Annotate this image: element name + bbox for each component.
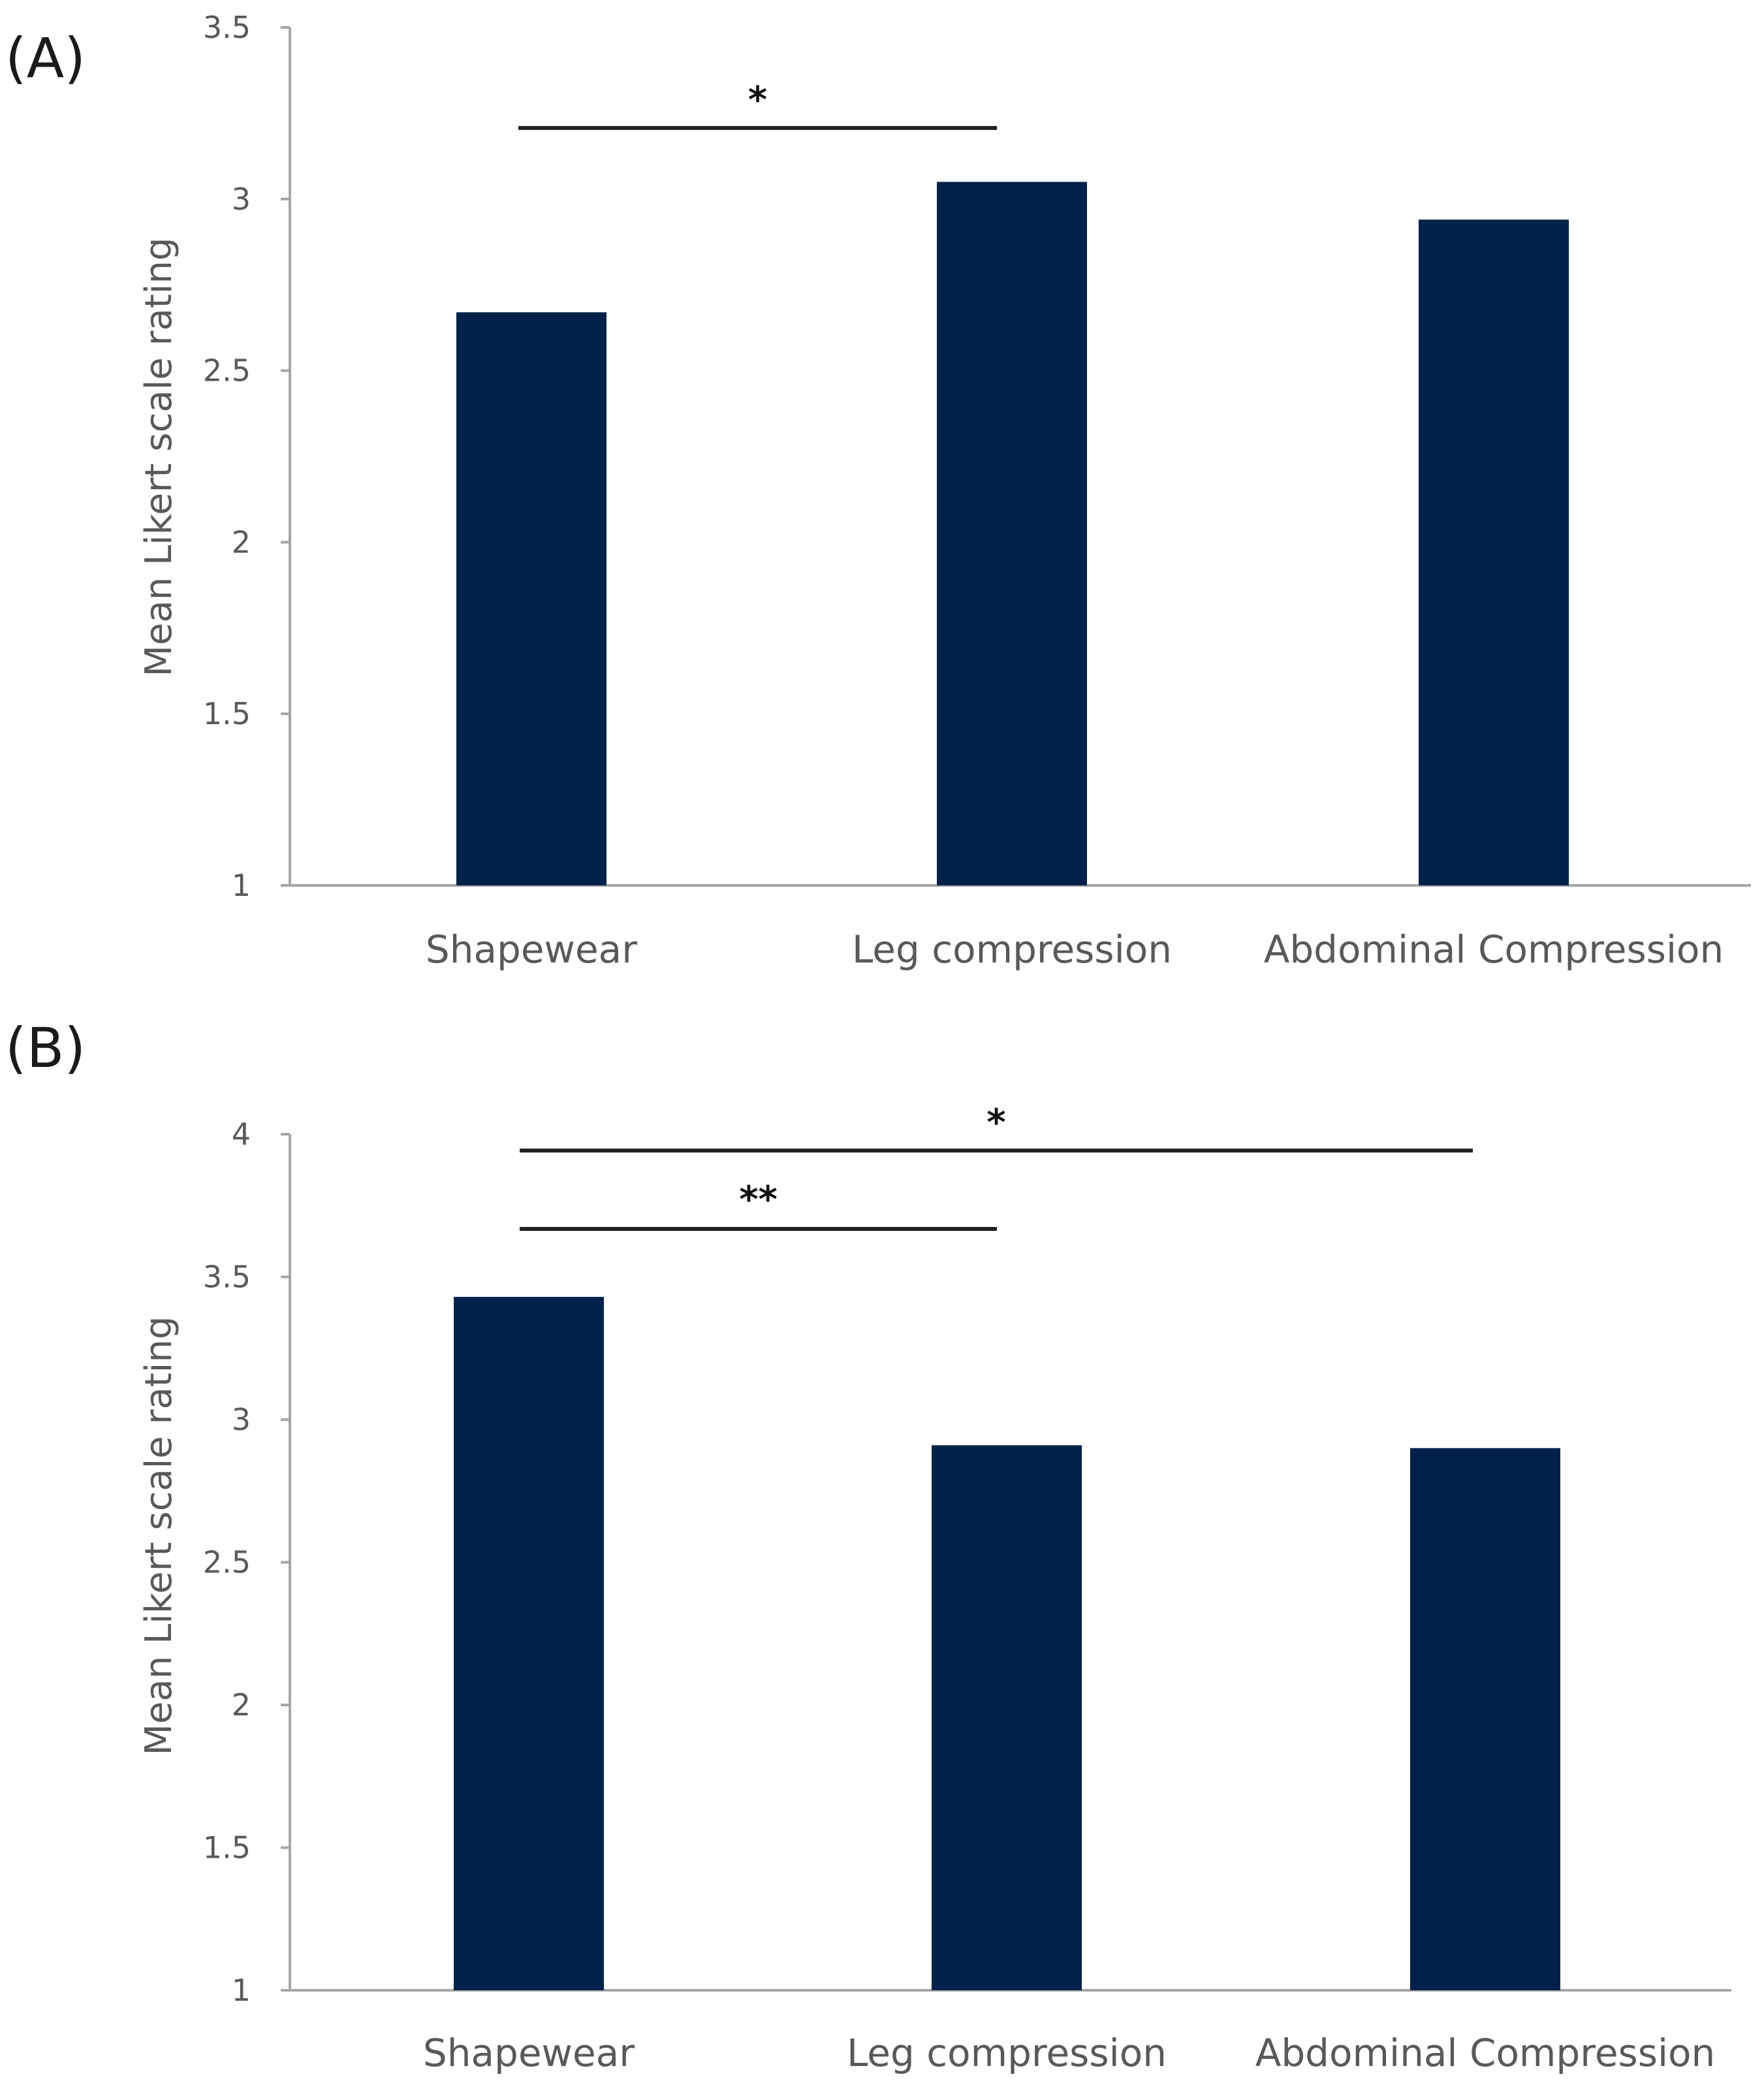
- panel-b-y-tick-label: 4: [232, 1117, 251, 1152]
- panel-a-y-tick-label: 1: [232, 868, 251, 903]
- panel-b-bar: [932, 1445, 1082, 1990]
- panel-a-category-label: Abdominal Compression: [1264, 927, 1724, 972]
- panel-b-significance-label: **: [739, 1179, 778, 1221]
- panel-a-label: (A): [5, 26, 86, 90]
- panel-b-bar: [454, 1297, 604, 1990]
- panel-a-y-tick-label: 3.5: [203, 10, 251, 45]
- panel-b-y-tick-label: 3.5: [203, 1260, 251, 1295]
- panel-a-y-axis-title: Mean Likert scale rating: [138, 238, 180, 677]
- panel-b-y-tick-label: 2: [232, 1687, 251, 1723]
- panel-b-bar: [1410, 1448, 1560, 1990]
- panel-b-y-tick-label: 1: [232, 1973, 251, 2008]
- panel-a-bar: [456, 312, 606, 885]
- panel-b-category-label: Abdominal Compression: [1255, 2031, 1716, 2075]
- panel-b-category-label: Leg compression: [847, 2031, 1167, 2075]
- panel-b-chart: (B) 1 1.5 2 2.5 3 3.5 4 Mean Likert scale rating…: [5, 1016, 1731, 2075]
- panel-b-y-tick-label: 1.5: [203, 1830, 251, 1866]
- panel-b-category-label: Shapewear: [423, 2031, 635, 2075]
- panel-a-bar: [1419, 219, 1569, 885]
- panel-a-y-tick-label: 1.5: [203, 696, 251, 731]
- panel-a-y-tick-label: 2.5: [203, 353, 251, 389]
- panel-a-category-label: Leg compression: [852, 927, 1172, 972]
- panel-b-significance-label: *: [986, 1102, 1005, 1144]
- panel-a-y-tick-label: 3: [232, 182, 251, 217]
- panel-a-category-label: Shapewear: [426, 927, 637, 972]
- panel-a-chart: (A) 1 1.5 2 2.5 3 3.5 Mean Likert scale rating S…: [5, 10, 1751, 972]
- panel-a-significance-label: *: [748, 79, 767, 121]
- panel-b-y-axis-title: Mean Likert scale rating: [138, 1316, 180, 1756]
- panel-a-bar: [937, 182, 1087, 885]
- panel-a-y-tick-label: 2: [232, 524, 251, 560]
- panel-b-y-tick-label: 2.5: [203, 1545, 251, 1580]
- panel-b-label: (B): [5, 1016, 86, 1080]
- panel-b-y-tick-label: 3: [232, 1402, 251, 1437]
